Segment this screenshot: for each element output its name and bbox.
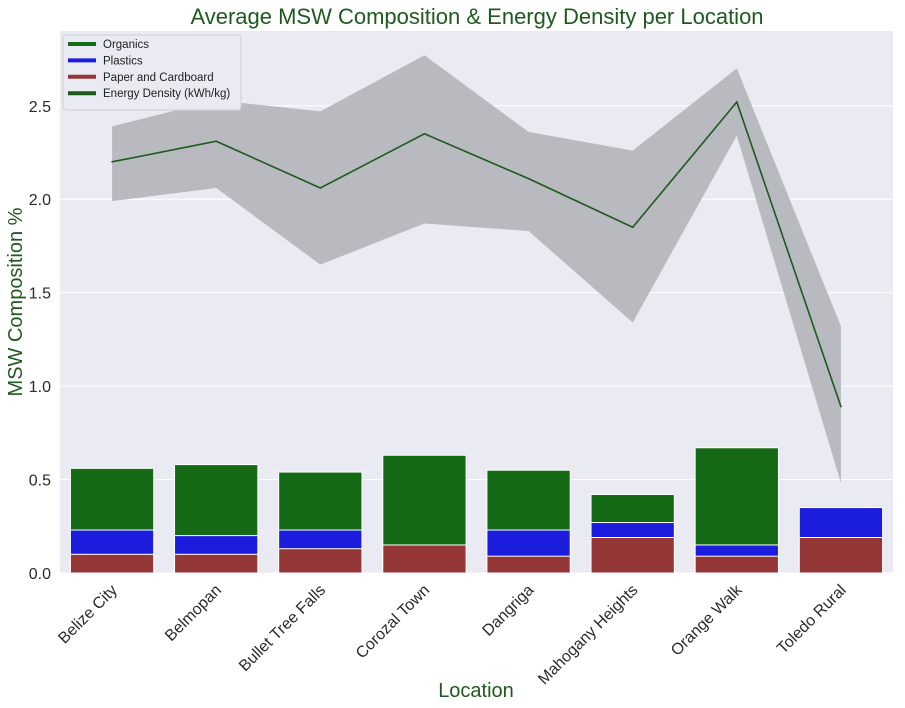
x-tick-label: Bullet Tree Falls [236,582,329,675]
energy-density-point [736,101,738,103]
y-axis-label: MSW Composition % [5,207,27,396]
energy-density-point [215,140,217,143]
paper-and-cardboard-bar [174,553,259,574]
x-axis-label: Location [438,680,514,702]
energy-density-point [840,405,842,408]
paper-and-cardboard-bar [798,536,884,574]
y-tick-label: 1.5 [29,286,51,303]
energy-density-line-path [111,100,842,407]
legend-items: Organics Plastics Paper and Cardboard Energ… [68,39,230,100]
legend-box [62,34,242,111]
x-tick-label: Mahogany Heights [535,582,641,688]
x-tick-label: Corozal Town [353,582,433,662]
x-tick-label: Belize City [55,582,120,647]
paper-and-cardboard-bar [382,544,467,574]
energy-density-point [111,161,113,163]
y-tick-label: 0.5 [29,473,51,490]
y-tick-labels: 0.0 0.5 1.0 1.5 2.0 2.5 [29,99,51,583]
legend: Organics Plastics Paper and Cardboard Energ… [62,34,242,111]
chart-title: Average MSW Composition & Energy Density… [190,4,763,29]
y-tick-label: 2.0 [29,192,51,209]
paper-and-cardboard-bar [69,553,155,574]
paper-and-cardboard-bar [590,536,675,574]
x-tick-label: Dangriga [479,582,537,640]
x-tick-label: Orange Walk [668,581,746,659]
paper-and-cardboard-bar [278,548,363,574]
y-tick-label: 0.0 [29,566,51,583]
y-tick-label: 1.0 [29,379,51,396]
paper-and-cardboard-bar [694,555,779,574]
x-tick-label: Toledo Rural [774,582,850,658]
energy-density-point [423,132,426,135]
y-tick-label: 2.5 [29,99,51,116]
energy-density-point [527,177,530,180]
paper-and-cardboard-bar [486,555,571,574]
legend-label: Plastics [103,55,143,67]
energy-density-line [111,100,842,408]
x-tick-labels: Belize City Belmopan Bullet Tree Falls Coro… [55,581,849,688]
energy-density-band [112,55,841,484]
energy-density-point [319,187,322,189]
legend-label: Paper and Cardboard [103,72,214,84]
legend-label: Organics [103,39,149,51]
legend-label: Energy Density (kWh/kg) [103,88,230,100]
energy-density-confidence-band [112,55,841,484]
bars [69,447,884,574]
energy-density-point [631,226,634,229]
x-tick-label: Belmopan [162,582,225,645]
